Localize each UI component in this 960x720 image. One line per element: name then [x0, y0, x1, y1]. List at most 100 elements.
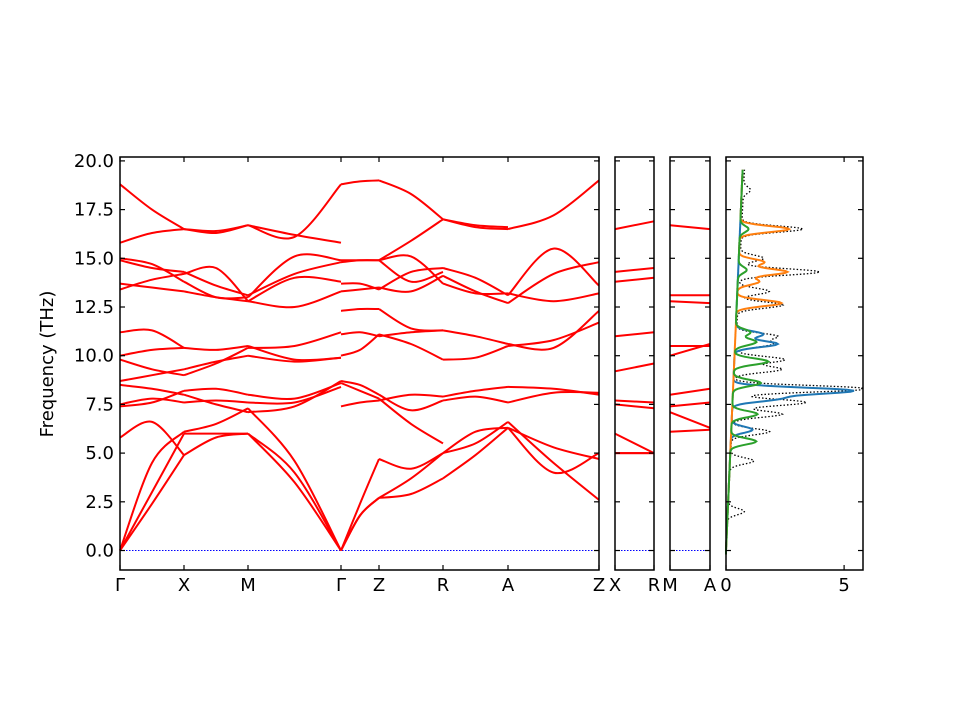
phonon-band	[247, 275, 342, 303]
phonon-band	[669, 343, 711, 357]
phonon-band	[183, 393, 249, 414]
phonon-band	[614, 399, 655, 404]
phonon-band	[378, 393, 444, 412]
partial-dos-line	[725, 169, 771, 555]
x-tick-label: Γ	[336, 575, 346, 596]
phonon-band	[183, 347, 249, 377]
phonon-band	[378, 179, 444, 221]
phonon-band	[442, 267, 509, 297]
y-tick-label: 17.5	[74, 200, 114, 221]
x-tick-label: M	[662, 575, 678, 596]
x-tick-label: X	[609, 575, 621, 596]
axes-frame	[669, 156, 711, 571]
phonon-band	[340, 382, 380, 400]
phonon-band	[378, 452, 444, 470]
phonon-band	[378, 259, 444, 283]
phonon-band	[183, 265, 249, 302]
phonon-band	[669, 224, 711, 231]
phonon-band	[378, 308, 444, 332]
axes-frame	[614, 156, 655, 571]
phonon-band	[340, 331, 380, 338]
y-tick-label: 10.0	[74, 346, 114, 367]
y-tick-label: 0.0	[85, 541, 114, 562]
band-structure-panel: Γ X M Γ Z R A Z 0.0 2.5 5.0 7.5 10.0 12.5 15.0 17.5 20.0	[74, 151, 605, 596]
phonon-band	[119, 282, 185, 293]
phonon-band	[119, 433, 185, 551]
phonon-band	[669, 401, 711, 408]
phonon-band	[614, 362, 655, 373]
partial-dos-line	[725, 169, 855, 555]
phonon-band	[183, 224, 249, 233]
phonon-band	[119, 454, 185, 552]
x-tick-label: 5	[838, 575, 849, 596]
phonon-band	[247, 407, 342, 551]
phonon-band	[183, 270, 249, 297]
phonon-band	[442, 218, 509, 229]
x-tick-label: X	[178, 575, 190, 596]
phonon-band	[614, 432, 655, 454]
phonon-band	[247, 331, 342, 349]
y-axis-label: Frequency (THz)	[37, 291, 58, 438]
phonon-band	[614, 220, 655, 231]
x-tick-label: R	[437, 575, 450, 596]
phonon-band	[507, 421, 600, 501]
phonon-band	[507, 427, 600, 475]
phonon-band	[119, 328, 185, 349]
phonon-band	[119, 430, 185, 551]
phonon-band	[119, 358, 185, 377]
phonon-band	[507, 247, 600, 296]
phonon-band	[507, 390, 600, 404]
phonon-band	[614, 267, 655, 273]
phonon-band	[183, 280, 249, 300]
phonon-band	[119, 397, 185, 406]
phonon-band	[442, 282, 509, 296]
partial-dos-line	[725, 169, 792, 555]
phonon-band	[669, 411, 711, 429]
y-tick-label: 5.0	[85, 443, 114, 464]
phonon-band	[183, 407, 249, 433]
phonon-band	[340, 497, 380, 551]
phonon-band	[119, 228, 185, 244]
phonon-band	[507, 179, 600, 231]
phonon-band	[507, 321, 600, 347]
phonon-band	[378, 267, 444, 291]
phonon-band	[247, 432, 342, 552]
y-tick-label: 12.5	[74, 297, 114, 318]
phonon-band	[247, 432, 342, 552]
phonon-band	[442, 421, 509, 455]
phonon-band	[340, 380, 380, 396]
phonon-band	[442, 385, 509, 398]
phonon-band	[340, 179, 380, 186]
phonon-band	[614, 403, 655, 410]
phonon-band	[378, 274, 444, 293]
axes-frame	[725, 156, 864, 571]
phonon-band	[247, 253, 342, 299]
phonon-band	[507, 292, 600, 303]
phonon-band	[247, 385, 342, 405]
x-tick-label: 0	[720, 575, 731, 596]
phonon-band	[442, 427, 509, 480]
y-tick-label: 2.5	[85, 492, 114, 513]
phonon-band	[119, 420, 185, 456]
x-tick-label: Z	[593, 575, 605, 596]
phonon-band	[442, 274, 509, 305]
phonon-band	[669, 300, 711, 305]
phonon-band	[119, 183, 185, 230]
phonon-band	[247, 382, 342, 401]
phonon-band	[442, 345, 509, 361]
phonon-band	[442, 426, 509, 454]
phonon-band	[119, 346, 185, 357]
phonon-band	[507, 426, 600, 460]
phonon-band	[119, 272, 185, 291]
phonon-band	[669, 428, 711, 433]
x-tick-label: Z	[373, 575, 385, 596]
phonon-band	[378, 397, 444, 445]
phonon-band	[247, 380, 342, 414]
phonon-band	[183, 345, 249, 351]
phonon-band	[183, 399, 249, 404]
phonon-band	[378, 218, 444, 262]
